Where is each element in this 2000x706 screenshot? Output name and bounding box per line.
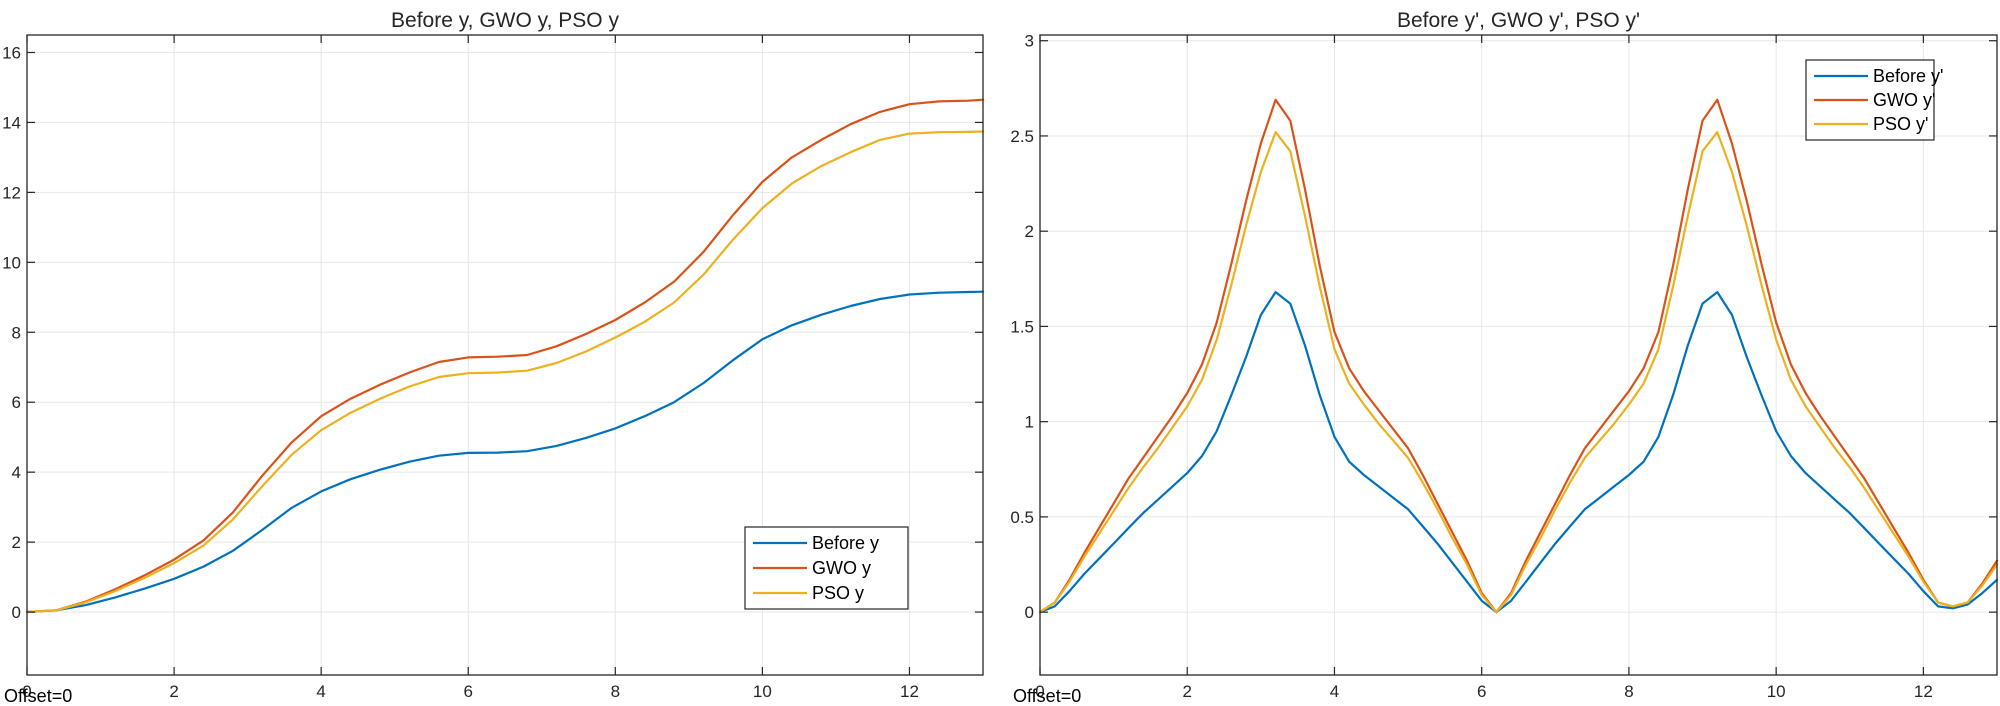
y-tick-label: 0 xyxy=(1025,603,1034,622)
left-plot-y: 0 2 4 6 8 10 12 0 2 4 6 8 10 12 14 16 Before y, GWO y, P… xyxy=(2,9,985,706)
legend-label-2: GWO y' xyxy=(1873,90,1935,110)
series-line-3 xyxy=(1038,131,1999,614)
y-tick-label: 1.5 xyxy=(1010,317,1034,336)
y-tick-label: 2 xyxy=(1025,222,1034,241)
y-tick-label: 0 xyxy=(12,603,21,622)
right-plot-y-prime: 0 2 4 6 8 10 12 0 0.5 1 1.5 2 2.5 3 Before y', GWO y',… xyxy=(1010,9,1999,706)
y-tick-label: 0.5 xyxy=(1010,508,1034,527)
y-tick-label: 14 xyxy=(2,113,21,132)
x-tick-label: 4 xyxy=(316,682,325,701)
chart-title: Before y', GWO y', PSO y' xyxy=(1397,9,1640,32)
y-tick-label: 2 xyxy=(12,533,21,552)
x-tick-label: 8 xyxy=(611,682,620,701)
y-tick-label: 12 xyxy=(2,183,21,202)
y-tick-label: 10 xyxy=(2,253,21,272)
legend: Before y' GWO y' PSO y' xyxy=(1805,59,1943,141)
legend-label-1: Before y xyxy=(812,533,879,553)
x-tick-label: 0 xyxy=(22,682,31,701)
x-tick-label: 12 xyxy=(900,682,919,701)
x-tick-label: 12 xyxy=(1914,682,1933,701)
y-tick-label: 1 xyxy=(1025,413,1034,432)
x-tick-label: 10 xyxy=(753,682,772,701)
axes-box xyxy=(1039,34,1998,676)
axes-box xyxy=(26,34,984,676)
legend-label-3: PSO y xyxy=(812,583,864,603)
x-tick-label: 8 xyxy=(1624,682,1633,701)
legend-label-2: GWO y xyxy=(812,558,871,578)
x-tick-label: 6 xyxy=(1477,682,1486,701)
series-line-1 xyxy=(25,290,985,614)
x-tick-label: 10 xyxy=(1767,682,1786,701)
series-line-1 xyxy=(1038,291,1999,614)
x-tick-label: 0 xyxy=(1035,682,1044,701)
legend: Before y GWO y PSO y xyxy=(744,526,909,610)
legend-label-1: Before y' xyxy=(1873,66,1943,86)
y-tick-label: 6 xyxy=(12,393,21,412)
y-tick-label: 2.5 xyxy=(1010,127,1034,146)
chart-title: Before y, GWO y, PSO y xyxy=(391,9,619,32)
series-line-2 xyxy=(25,98,985,614)
y-tick-label: 16 xyxy=(2,43,21,62)
x-tick-label: 2 xyxy=(1182,682,1191,701)
series-line-2 xyxy=(1038,98,1999,614)
x-tick-label: 2 xyxy=(169,682,178,701)
y-tick-label: 8 xyxy=(12,323,21,342)
legend-label-3: PSO y' xyxy=(1873,114,1928,134)
x-tick-label: 4 xyxy=(1330,682,1339,701)
y-tick-label: 4 xyxy=(12,463,21,482)
offset-label: Offset=0 xyxy=(1013,686,1081,706)
y-tick-label: 3 xyxy=(1025,32,1034,51)
x-tick-label: 6 xyxy=(463,682,472,701)
series-line-3 xyxy=(25,130,985,614)
offset-label: Offset=0 xyxy=(4,686,72,706)
